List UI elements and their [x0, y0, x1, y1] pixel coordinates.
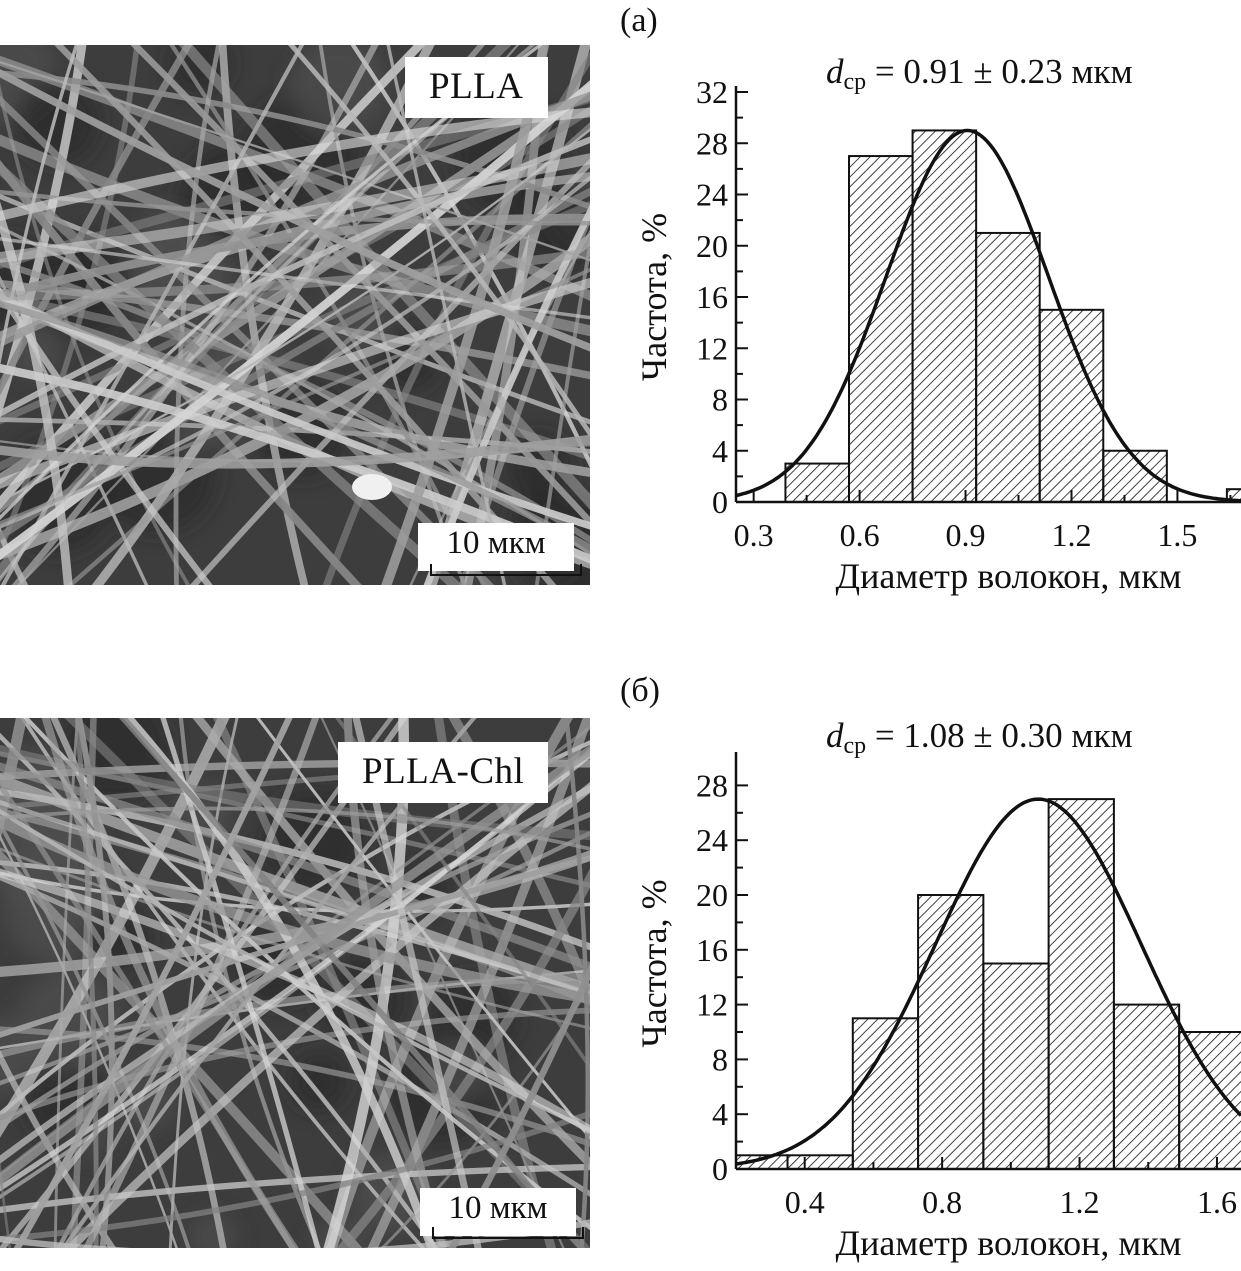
x-tick-label: 0.3	[734, 517, 774, 553]
fiber-micrograph	[0, 718, 590, 1248]
histogram-bar	[1112, 1003, 1181, 1169]
y-axis-label: Частота, %	[634, 879, 674, 1047]
y-tick-label: 0	[712, 1151, 728, 1187]
y-tick-label: 32	[696, 74, 728, 110]
histogram-bar	[851, 1017, 920, 1169]
y-tick-label: 16	[696, 932, 728, 968]
sample-label-plla: PLLA	[405, 57, 548, 118]
y-tick-label: 8	[712, 1041, 728, 1077]
x-tick-label: 0.9	[946, 517, 986, 553]
scalebar-label-b: 10 мкм	[420, 1188, 576, 1236]
y-tick-label: 12	[696, 330, 728, 366]
mean-diameter-annotation-a: dср = 0.91 ± 0.23 мкм	[826, 52, 1133, 96]
histogram-bar	[911, 129, 978, 502]
bead-particle	[352, 474, 392, 500]
x-tick-label: 1.6	[1197, 1184, 1237, 1220]
y-tick-label: 24	[696, 822, 728, 858]
x-tick-label: 1.2	[1060, 1184, 1100, 1220]
histogram-bar	[786, 1154, 854, 1169]
panel-letter-b: (б)	[620, 672, 660, 709]
fiber-micrograph	[0, 45, 590, 585]
annotation-subscript: ср	[843, 733, 867, 759]
y-tick-label: 0	[712, 484, 728, 520]
annotation-value: = 1.08 ± 0.30 мкм	[866, 716, 1133, 755]
x-axis-label: Диаметр волокон, мкм	[836, 1223, 1182, 1263]
histogram-a: 0 4 8 12 16 20 24 28 32 0.3 0.6 0.9 1.2 1.5 Диаметр во…	[620, 40, 1241, 600]
annotation-subscript: ср	[843, 69, 867, 95]
histogram-b: 0 4 8 12 16 20 24 28 0.4 0.8 1.2 1.6 Диаметр волокон…	[620, 712, 1241, 1266]
y-axis-label: Частота, %	[634, 213, 674, 381]
y-tick-label: 4	[712, 433, 728, 469]
y-tick-label: 20	[696, 228, 728, 264]
y-tick-label: 8	[712, 382, 728, 418]
histogram-bar	[982, 962, 1050, 1169]
histogram-bar	[1047, 798, 1115, 1169]
histogram-b-svg: 0 4 8 12 16 20 24 28 0.4 0.8 1.2 1.6 Диаметр волокон…	[634, 752, 1241, 1263]
x-tick-label: 1.5	[1157, 517, 1197, 553]
sem-image-plla	[0, 45, 590, 585]
histogram-bar	[1178, 1031, 1241, 1169]
x-tick-label: 0.6	[840, 517, 880, 553]
y-tick-label: 12	[696, 987, 728, 1023]
sample-label-plla-chl: PLLA-Chl	[338, 742, 549, 803]
sem-image-plla-chl	[0, 718, 590, 1248]
y-tick-label: 24	[696, 177, 728, 213]
y-tick-label: 28	[696, 767, 728, 803]
scalebar-a	[430, 564, 582, 576]
annotation-symbol: d	[826, 716, 844, 755]
histogram-bar	[848, 155, 914, 502]
x-tick-label: 0.8	[922, 1184, 962, 1220]
x-axis-label: Диаметр волокон, мкм	[836, 556, 1182, 596]
normal-fit-curve	[736, 797, 1241, 1166]
histogram-bar	[784, 462, 851, 502]
x-tick-label: 0.4	[785, 1184, 825, 1220]
y-tick-label: 28	[696, 125, 728, 161]
annotation-value: = 0.91 ± 0.23 мкм	[866, 52, 1133, 91]
mean-diameter-annotation-b: dср = 1.08 ± 0.30 мкм	[826, 716, 1133, 760]
histogram-bar	[975, 231, 1041, 502]
histogram-bar	[917, 894, 985, 1169]
x-tick-label: 1.2	[1051, 517, 1091, 553]
scalebar-b	[432, 1227, 584, 1239]
y-tick-label: 16	[696, 279, 728, 315]
y-tick-label: 20	[696, 877, 728, 913]
annotation-symbol: d	[826, 52, 844, 91]
y-tick-label: 4	[712, 1096, 728, 1132]
scalebar-label-a: 10 мкм	[418, 523, 574, 571]
normal-fit-curve	[736, 128, 1241, 502]
panel-letter-a: (а)	[620, 2, 658, 39]
